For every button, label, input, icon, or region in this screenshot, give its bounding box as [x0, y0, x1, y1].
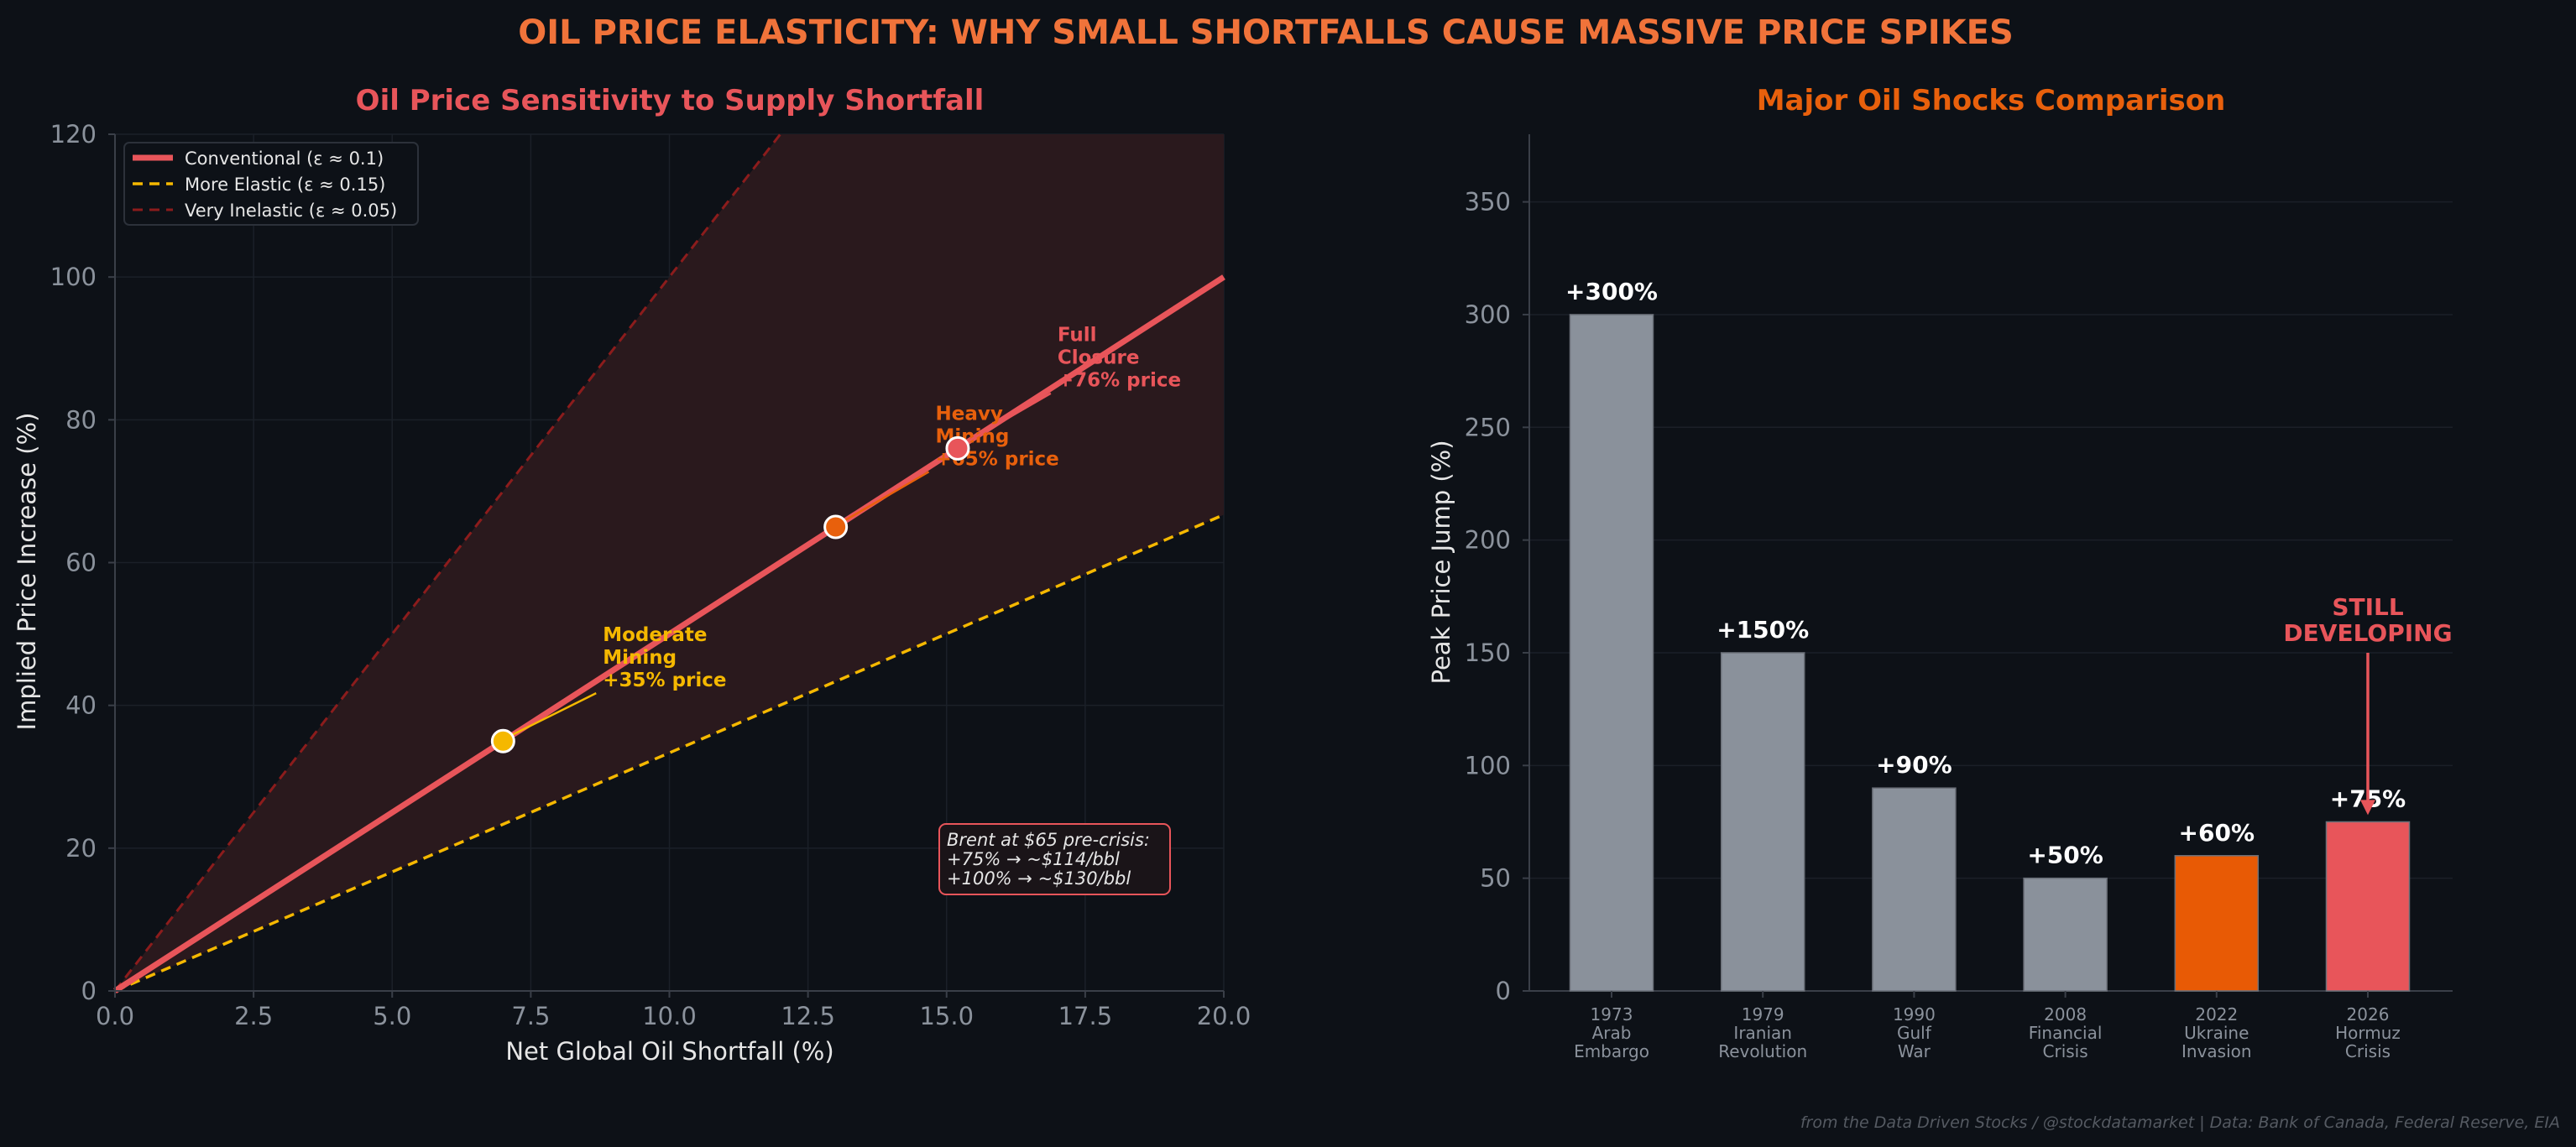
left-y-tick-label: 60	[65, 549, 97, 577]
left-x-tick-label: 2.5	[234, 1002, 273, 1030]
scenario-label: Closure	[1058, 347, 1140, 369]
right-y-tick-label: 100	[1465, 751, 1511, 779]
shock-bar	[2325, 821, 2411, 992]
callout-label: STILL	[2332, 593, 2404, 621]
left-x-tick-label: 12.5	[781, 1002, 835, 1030]
brent-annotation-line-3: +100% → ~$130/bbl	[947, 868, 1131, 889]
bar-value-label: +300%	[1565, 278, 1658, 305]
bar-value-label: +50%	[2027, 842, 2103, 869]
scenario-leader-line	[842, 471, 930, 524]
left-y-tick-label: 100	[50, 263, 97, 291]
bar-category-label: Revolution	[1718, 1041, 1807, 1061]
footer-credit: from the Data Driven Stocks / @stockdata…	[1800, 1113, 2560, 1132]
bar-category-label: Invasion	[2182, 1041, 2252, 1061]
left-chart: Oil Price Sensitivity to Supply Shortfal…	[13, 84, 1251, 1066]
left-y-tick-label: 20	[65, 834, 97, 863]
scenario-point	[945, 435, 970, 461]
right-y-tick-label: 50	[1480, 864, 1511, 893]
legend-label-conventional: Conventional (ε ≈ 0.1)	[185, 149, 384, 169]
bar-value-label: +90%	[1876, 751, 1952, 779]
scenario-point	[490, 728, 515, 753]
bar-category-label: Ukraine	[2184, 1023, 2249, 1043]
left-y-axis-label: Implied Price Increase (%)	[13, 413, 41, 731]
legend: Conventional (ε ≈ 0.1) More Elastic (ε ≈…	[123, 142, 419, 226]
right-y-tick-label: 300	[1465, 300, 1511, 329]
figure-title: OIL PRICE ELASTICITY: WHY SMALL SHORTFAL…	[518, 13, 2014, 52]
left-axes: 0.0 2.5 5.0 7.5 10.0 12.5 15.0 17.5 20.0 0 20 40 60 8…	[50, 120, 1251, 1030]
shock-bar	[2023, 877, 2108, 992]
bar-category-label: Gulf	[1897, 1023, 1932, 1043]
bar-category-label: Hormuz	[2335, 1023, 2401, 1043]
brent-annotation: Brent at $65 pre-crisis: +75% → ~$114/bb…	[938, 823, 1171, 895]
legend-label-very-inelastic: Very Inelastic (ε ≈ 0.05)	[185, 201, 397, 221]
series-line-conventional	[113, 274, 1225, 993]
elasticity-band	[115, 134, 1224, 991]
callout-label: DEVELOPING	[2283, 619, 2452, 647]
left-y-tick-label: 80	[65, 405, 97, 434]
left-x-tick-label: 17.5	[1058, 1002, 1113, 1030]
legend-label-more-elastic: More Elastic (ε ≈ 0.15)	[185, 175, 385, 195]
scenario-label: Mining	[603, 647, 677, 669]
bar-category-label: 1973	[1591, 1004, 1633, 1024]
legend-box	[123, 142, 419, 226]
series-line-very-inelastic	[113, 133, 781, 992]
bar-category-label: 2022	[2195, 1004, 2238, 1024]
bar-category-label: Crisis	[2043, 1041, 2088, 1061]
left-x-tick-label: 7.5	[511, 1002, 550, 1030]
left-x-tick-label: 5.0	[373, 1002, 411, 1030]
callout-arrow-head	[2360, 800, 2375, 816]
scenario-leader-line	[509, 691, 597, 738]
right-chart: Major Oil Shocks Comparison 0 50 100 150 200…	[1427, 84, 2453, 1061]
scenario-leader-line	[964, 392, 1052, 445]
bar-category-label: Iranian	[1733, 1023, 1792, 1043]
left-chart-title: Oil Price Sensitivity to Supply Shortfal…	[356, 84, 985, 117]
brent-annotation-line-1: Brent at $65 pre-crisis:	[947, 830, 1150, 850]
bar-category-label: Embargo	[1574, 1041, 1649, 1061]
right-axes: 0 50 100 150 200 250 300 350	[1465, 134, 2453, 1005]
left-x-tick-label: 15.0	[919, 1002, 974, 1030]
left-y-tick-label: 40	[65, 691, 97, 720]
right-y-tick-label: 150	[1465, 639, 1511, 667]
scenario-label: +35% price	[603, 670, 726, 691]
bar-category-label: 2026	[2347, 1004, 2390, 1024]
scenario-label: Heavy	[936, 403, 1003, 425]
right-y-tick-label: 250	[1465, 413, 1511, 441]
right-y-tick-label: 350	[1465, 188, 1511, 216]
scenario-label: Full	[1058, 325, 1097, 347]
bar-category-label: Crisis	[2345, 1041, 2391, 1061]
left-x-tick-label: 20.0	[1197, 1002, 1251, 1030]
shock-bar	[1872, 787, 1957, 992]
brent-annotation-line-2: +75% → ~$114/bbl	[947, 849, 1120, 869]
left-y-tick-label: 0	[81, 977, 97, 1005]
shock-bar	[2174, 855, 2260, 992]
scenario-label: +76% price	[1058, 370, 1181, 392]
bar-category-label: War	[1898, 1041, 1931, 1061]
right-chart-title: Major Oil Shocks Comparison	[1757, 84, 2226, 117]
scenario-point	[823, 514, 849, 540]
bar-category-label: 1990	[1893, 1004, 1936, 1024]
right-y-tick-label: 200	[1465, 526, 1511, 555]
bar-value-label: +150%	[1716, 616, 1809, 644]
shock-bar	[1569, 314, 1654, 992]
brent-annotation-box	[938, 823, 1171, 895]
bar-category-label: 2008	[2044, 1004, 2087, 1024]
left-x-tick-label: 0.0	[96, 1002, 134, 1030]
left-x-axis-label: Net Global Oil Shortfall (%)	[505, 1037, 833, 1066]
bar-value-label: +60%	[2179, 819, 2255, 847]
bar-category-label: Financial	[2029, 1023, 2103, 1043]
right-y-axis-label: Peak Price Jump (%)	[1427, 440, 1455, 684]
right-y-tick-label: 0	[1496, 977, 1511, 1005]
bar-category-label: 1979	[1742, 1004, 1784, 1024]
shock-bar	[1720, 652, 1805, 992]
left-x-tick-label: 10.0	[642, 1002, 697, 1030]
left-y-tick-label: 120	[50, 120, 97, 149]
scenario-label: Moderate	[603, 624, 707, 646]
bar-category-label: Arab	[1592, 1023, 1632, 1043]
